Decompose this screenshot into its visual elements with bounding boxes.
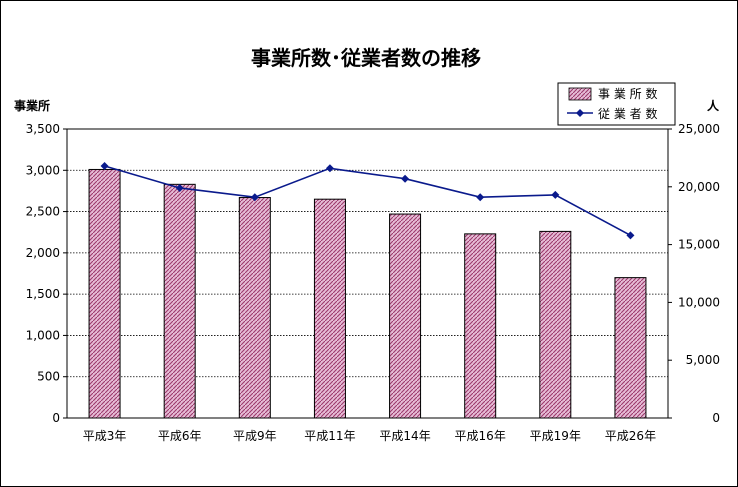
line-point: [551, 190, 560, 199]
legend-bar-swatch: [568, 87, 592, 101]
bar-series: [88, 168, 647, 419]
y-right-tick-label: 25,000: [678, 122, 720, 136]
line-point: [401, 174, 410, 183]
line-point: [250, 193, 259, 202]
legend-line-marker: [576, 109, 584, 117]
plot-area: [66, 128, 669, 419]
bar: [88, 168, 121, 419]
category-labels: 平成3年 平成6年 平成9年 平成11年 平成14年 平成16年 平成19年 平成26年: [83, 429, 656, 443]
line-point: [626, 231, 635, 240]
x-category-label: 平成9年: [233, 429, 277, 443]
y-right-tick-label: 15,000: [678, 238, 720, 252]
y-left-tick-label: 2,500: [26, 205, 60, 219]
line-point: [100, 161, 109, 170]
y-left-tick-label: 500: [37, 370, 60, 384]
x-category-label: 平成3年: [83, 429, 127, 443]
bar: [539, 230, 572, 419]
y-left-tick-label: 0: [52, 411, 60, 425]
y-left-tick-labels: 0 500 1,000 1,500 2,000 2,500 3,000 3,500: [26, 122, 67, 425]
x-category-label: 平成6年: [158, 429, 202, 443]
y-right-tick-label: 10,000: [678, 295, 720, 309]
line-point: [325, 164, 334, 173]
x-category-label: 平成26年: [605, 429, 656, 443]
x-category-label: 平成14年: [379, 429, 430, 443]
bar: [163, 183, 196, 419]
bar: [389, 213, 422, 419]
y-left-tick-label: 2,000: [26, 246, 60, 260]
line-point: [175, 183, 184, 192]
legend-label-employees: 従 業 者 数: [598, 106, 657, 121]
legend-label-establishments: 事 業 所 数: [598, 86, 657, 101]
x-category-label: 平成11年: [304, 429, 355, 443]
line-point: [476, 193, 485, 202]
legend: 事 業 所 数 従 業 者 数: [557, 82, 676, 126]
y-right-axis-label: 人: [707, 98, 720, 113]
y-right-tick-labels: 0 5,000 10,000 15,000 20,000 25,000: [668, 122, 720, 425]
y-left-axis-label: 事業所: [14, 98, 50, 113]
line-series: [100, 161, 635, 240]
bar: [614, 277, 647, 419]
x-category-label: 平成16年: [455, 429, 506, 443]
y-left-tick-label: 1,000: [26, 328, 60, 342]
y-left-tick-label: 3,500: [26, 122, 60, 136]
y-left-tick-label: 1,500: [26, 287, 60, 301]
y-right-tick-label: 5,000: [686, 353, 720, 367]
chart-title: 事業所数･従業者数の推移: [251, 46, 481, 70]
y-right-tick-label: 20,000: [678, 180, 720, 194]
bar: [238, 197, 271, 419]
x-category-label: 平成19年: [530, 429, 581, 443]
y-right-tick-label: 0: [712, 411, 720, 425]
bar: [464, 233, 497, 419]
employees-line: [104, 165, 631, 237]
y-left-tick-label: 3,000: [26, 163, 60, 177]
bar: [313, 198, 346, 419]
